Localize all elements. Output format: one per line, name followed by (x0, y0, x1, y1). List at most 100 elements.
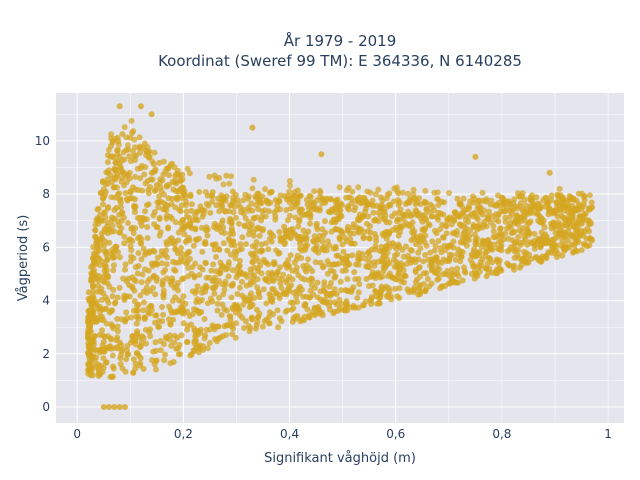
scatter-point (395, 271, 402, 278)
scatter-point (126, 169, 133, 176)
scatter-point (204, 345, 211, 352)
scatter-point (243, 282, 250, 289)
scatter-point (108, 131, 115, 138)
scatter-point (108, 308, 115, 314)
scatter-point (221, 207, 228, 214)
scatter-point (254, 319, 261, 326)
scatter-point (574, 223, 581, 230)
scatter-point (299, 316, 306, 323)
scatter-point (100, 332, 107, 339)
scatter-point (267, 189, 274, 196)
scatter-point (243, 241, 249, 248)
scatter-point (253, 248, 260, 255)
scatter-point (508, 210, 515, 217)
scatter-point (341, 234, 348, 241)
scatter-point (102, 181, 109, 188)
scatter-point (433, 214, 440, 220)
scatter-point (241, 210, 247, 217)
scatter-point (85, 331, 92, 338)
scatter-point (227, 202, 234, 209)
scatter-point (104, 219, 111, 226)
scatter-point (531, 230, 538, 237)
scatter-point (546, 169, 553, 176)
scatter-point (349, 188, 356, 195)
scatter-point (515, 234, 522, 240)
scatter-point (451, 230, 458, 236)
scatter-point (550, 241, 557, 248)
scatter-point (569, 213, 576, 220)
scatter-point (485, 213, 492, 220)
scatter-point (152, 339, 159, 346)
scatter-point (262, 186, 269, 193)
scatter-point (372, 246, 379, 253)
scatter-point (203, 274, 210, 281)
scatter-point (429, 238, 436, 245)
scatter-point (496, 257, 503, 264)
scatter-point (204, 300, 211, 307)
scatter-point (183, 213, 190, 220)
scatter-point (210, 285, 217, 292)
scatter-point (110, 325, 117, 332)
scatter-point (373, 234, 380, 241)
scatter-point (405, 190, 412, 197)
scatter-point (211, 220, 218, 227)
scatter-point (109, 153, 116, 160)
scatter-point (137, 292, 144, 299)
scatter-point (384, 191, 391, 198)
scatter-point (180, 320, 187, 327)
scatter-point (115, 249, 121, 256)
scatter-point (285, 228, 292, 235)
scatter-point (94, 216, 101, 223)
scatter-point (383, 283, 390, 290)
scatter-point (437, 245, 444, 252)
x-tick-label: 0,8 (492, 427, 511, 441)
scatter-point (131, 203, 137, 210)
scatter-point (338, 287, 345, 294)
scatter-point (105, 146, 112, 153)
scatter-point (381, 208, 388, 215)
scatter-point (103, 305, 110, 312)
scatter-point (95, 282, 102, 289)
scatter-point (253, 306, 260, 313)
scatter-point (174, 167, 181, 174)
scatter-point (185, 234, 192, 241)
scatter-point (586, 228, 593, 235)
scatter-point (174, 334, 181, 341)
scatter-point (555, 230, 562, 237)
scatter-point (270, 286, 277, 293)
scatter-point (247, 325, 254, 332)
scatter-point (101, 247, 108, 254)
scatter-point (287, 235, 294, 242)
scatter-point (367, 223, 373, 230)
scatter-point (97, 346, 104, 353)
scatter-point (184, 165, 191, 172)
scatter-point (116, 153, 123, 160)
scatter-point (98, 313, 105, 320)
scatter-point (180, 293, 187, 300)
scatter-point (121, 233, 128, 240)
scatter-point (289, 267, 296, 274)
scatter-point (298, 236, 305, 243)
scatter-point (211, 336, 218, 343)
scatter-point (104, 159, 111, 166)
scatter-point (457, 239, 464, 246)
scatter-point (539, 220, 546, 227)
scatter-point (254, 276, 261, 283)
scatter-point (419, 212, 426, 219)
scatter-point (368, 301, 375, 307)
scatter-point (294, 252, 301, 259)
scatter-point (467, 198, 474, 205)
scatter-point (108, 194, 115, 201)
scatter-point (137, 103, 144, 110)
scatter-point (199, 207, 206, 214)
x-tick-label: 0 (73, 427, 81, 441)
scatter-point (460, 195, 467, 202)
scatter-point (141, 316, 148, 322)
scatter-point (256, 294, 263, 301)
scatter-point (274, 268, 281, 275)
scatter-point (302, 302, 309, 308)
scatter-point (302, 231, 309, 238)
scatter-point (202, 260, 209, 267)
scatter-point (124, 342, 131, 349)
scatter-point (112, 299, 119, 306)
